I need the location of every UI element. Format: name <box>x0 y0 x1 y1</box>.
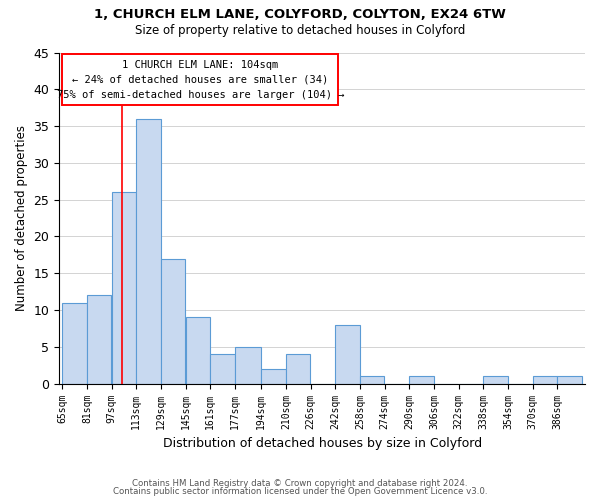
Text: 75% of semi-detached houses are larger (104) →: 75% of semi-detached houses are larger (… <box>56 90 344 100</box>
Bar <box>261 369 286 384</box>
Bar <box>211 354 235 384</box>
Text: 1, CHURCH ELM LANE, COLYFORD, COLYTON, EX24 6TW: 1, CHURCH ELM LANE, COLYFORD, COLYTON, E… <box>94 8 506 20</box>
FancyBboxPatch shape <box>62 54 338 106</box>
Bar <box>335 325 360 384</box>
Bar <box>286 354 310 384</box>
Text: ← 24% of detached houses are smaller (34): ← 24% of detached houses are smaller (34… <box>72 74 328 85</box>
Bar <box>112 192 136 384</box>
Y-axis label: Number of detached properties: Number of detached properties <box>15 125 28 311</box>
Bar <box>409 376 434 384</box>
Bar <box>62 302 87 384</box>
Bar <box>484 376 508 384</box>
Text: 1 CHURCH ELM LANE: 104sqm: 1 CHURCH ELM LANE: 104sqm <box>122 60 278 70</box>
X-axis label: Distribution of detached houses by size in Colyford: Distribution of detached houses by size … <box>163 437 482 450</box>
Bar <box>533 376 557 384</box>
Bar <box>186 318 210 384</box>
Text: Size of property relative to detached houses in Colyford: Size of property relative to detached ho… <box>135 24 465 37</box>
Bar <box>235 347 261 384</box>
Bar <box>136 118 161 384</box>
Text: Contains public sector information licensed under the Open Government Licence v3: Contains public sector information licen… <box>113 487 487 496</box>
Bar <box>360 376 385 384</box>
Bar <box>161 258 185 384</box>
Text: Contains HM Land Registry data © Crown copyright and database right 2024.: Contains HM Land Registry data © Crown c… <box>132 478 468 488</box>
Bar <box>87 296 112 384</box>
Bar <box>557 376 582 384</box>
